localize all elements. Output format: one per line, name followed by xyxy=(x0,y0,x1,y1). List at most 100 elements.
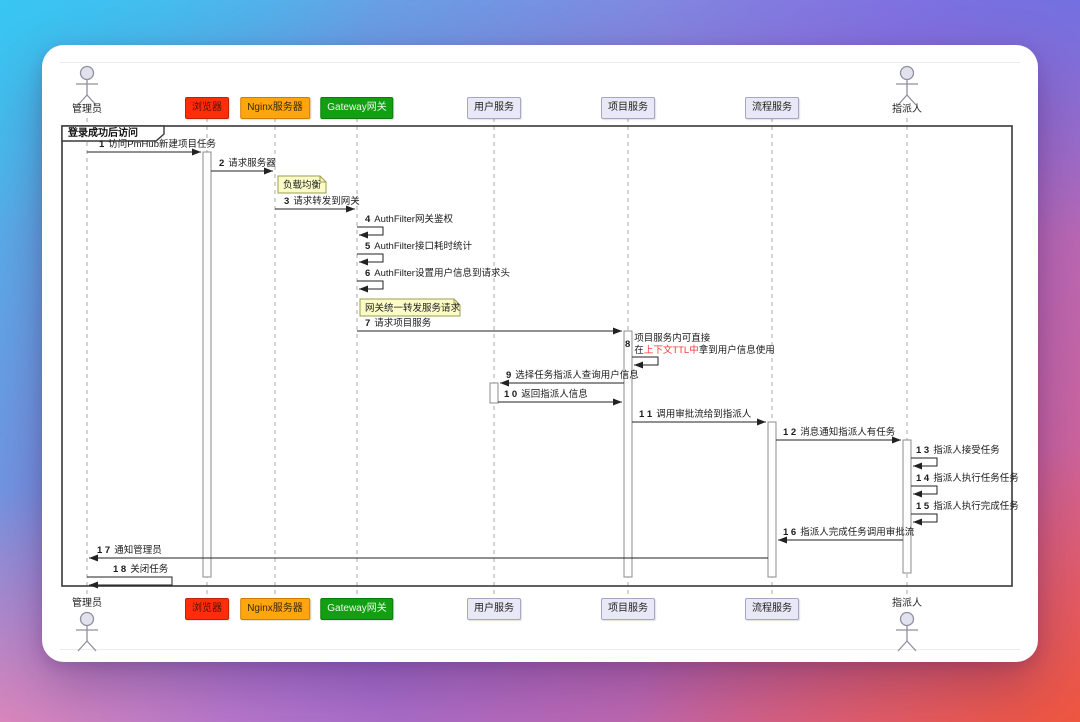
note-fold-icon xyxy=(319,176,326,183)
message-label-10: 1 0 返回指派人信息 xyxy=(504,389,588,400)
actor-admin-top-icon-leg-left xyxy=(77,94,88,106)
message-number: 1 4 xyxy=(916,473,930,484)
message-label-2: 2 请求服务器 xyxy=(219,158,276,169)
activation-project xyxy=(623,330,633,578)
message-text: 访问PmHub新建项目任务 xyxy=(108,139,216,150)
arrowhead xyxy=(913,462,922,470)
actor-admin-bottom-icon-leg-right xyxy=(86,640,97,652)
message-number: 1 1 xyxy=(639,409,653,420)
message-label-5: 5 AuthFilter接口耗时统计 xyxy=(365,241,472,252)
actor-admin-top-icon-leg-right xyxy=(86,94,97,106)
message-number: 3 xyxy=(284,196,290,207)
message-text: 指派人执行完成任务 xyxy=(933,501,1019,512)
message-number: 1 0 xyxy=(504,389,518,400)
message-number: 8 xyxy=(625,339,631,350)
message-label-1: 1 访问PmHub新建项目任务 xyxy=(99,139,216,150)
actor-assignee-bottom-icon-leg-right xyxy=(906,640,917,652)
message-text: 请求转发到网关 xyxy=(293,196,360,207)
message-text: 关闭任务 xyxy=(130,564,169,575)
participant-project-top: 项目服务 xyxy=(601,97,655,119)
activation-user xyxy=(489,382,499,404)
arrowhead xyxy=(192,148,201,156)
frame-border xyxy=(61,125,1013,587)
message-text: AuthFilter网关鉴权 xyxy=(374,214,453,225)
message-label-16: 1 6 指派人完成任务调用审批流 xyxy=(783,527,914,538)
participant-user-top: 用户服务 xyxy=(467,97,521,119)
note-text-2: 网关统一转发服务请求 xyxy=(365,302,461,314)
arrowhead xyxy=(913,490,922,498)
participant-nginx-bottom: Nginx服务器 xyxy=(240,598,310,620)
arrowhead xyxy=(613,327,622,335)
message-label-8: 8 项目服务内可直接 在上下文TTL中拿到用户信息使用 xyxy=(625,333,775,356)
participant-admin-bottom: 管理员 xyxy=(72,598,102,609)
frame-label-shape xyxy=(61,125,165,142)
participant-assignee-top: 指派人 xyxy=(892,104,922,115)
arrowhead xyxy=(634,361,643,369)
arrowhead xyxy=(89,554,98,562)
message-text: 返回指派人信息 xyxy=(521,389,588,400)
message-text: 指派人接受任务 xyxy=(933,445,1000,456)
message-label-17: 1 7 通知管理员 xyxy=(97,545,162,556)
arrowhead xyxy=(346,205,355,213)
message-self-loop xyxy=(911,457,938,467)
message-text: AuthFilter接口耗时统计 xyxy=(374,241,472,252)
actor-assignee-top-icon-head xyxy=(899,65,915,81)
actor-assignee-bottom-icon-head xyxy=(899,611,915,627)
participant-gateway-bottom: Gateway网关 xyxy=(320,598,394,620)
message-number: 2 xyxy=(219,158,225,169)
note-shape xyxy=(359,298,461,317)
message-self-loop xyxy=(87,576,173,586)
message-number: 1 2 xyxy=(783,427,797,438)
message-number: 9 xyxy=(506,370,512,381)
participant-user-bottom: 用户服务 xyxy=(467,598,521,620)
arrowhead xyxy=(500,379,509,387)
message-number: 4 xyxy=(365,214,371,225)
message-number: 1 6 xyxy=(783,527,797,538)
note-shape xyxy=(277,175,327,194)
message-self-loop xyxy=(357,253,384,263)
message-label-4: 4 AuthFilter网关鉴权 xyxy=(365,214,453,225)
actor-assignee-top-icon-leg-left xyxy=(897,94,908,106)
message-text: 指派人完成任务调用审批流 xyxy=(800,527,915,538)
participant-assignee-bottom: 指派人 xyxy=(892,598,922,609)
arrowhead xyxy=(613,398,622,406)
message-text: 指派人执行任务任务 xyxy=(933,473,1019,484)
frame-title: 登录成功后访问 xyxy=(68,128,138,139)
message-label-9: 9 选择任务指派人查询用户信息 xyxy=(506,370,639,381)
message-text: 通知管理员 xyxy=(114,545,162,556)
arrowhead xyxy=(359,285,368,293)
message-number: 1 3 xyxy=(916,445,930,456)
actor-admin-bottom-icon-leg-left xyxy=(77,640,88,652)
canvas-bottom-edge xyxy=(60,649,1020,650)
message-label-13: 1 3 指派人接受任务 xyxy=(916,445,1000,456)
message-self-loop xyxy=(357,226,384,236)
arrowhead xyxy=(359,258,368,266)
actor-admin-bottom-icon-head xyxy=(79,611,95,627)
arrowhead xyxy=(778,536,787,544)
actor-assignee-top-icon-leg-right xyxy=(906,94,917,106)
message-self-loop xyxy=(357,280,384,290)
message-number: 5 xyxy=(365,241,371,252)
message-text: 项目服务内可直接 在上下文TTL中拿到用户信息使用 xyxy=(634,333,775,356)
actor-assignee-bottom-icon-leg-left xyxy=(897,640,908,652)
message-self-loop xyxy=(911,485,938,495)
activation-flow xyxy=(767,421,777,578)
arrowhead xyxy=(913,518,922,526)
message-text: 请求服务器 xyxy=(228,158,276,169)
participant-flow-bottom: 流程服务 xyxy=(745,598,799,620)
message-number: 1 5 xyxy=(916,501,930,512)
message-text: 选择任务指派人查询用户信息 xyxy=(515,370,639,381)
arrowhead xyxy=(264,167,273,175)
activation-assignee xyxy=(902,439,912,574)
arrowhead xyxy=(892,436,901,444)
message-label-18: 1 8 关闭任务 xyxy=(113,564,168,575)
participant-nginx-top: Nginx服务器 xyxy=(240,97,310,119)
message-label-15: 1 5 指派人执行完成任务 xyxy=(916,501,1019,512)
message-label-6: 6 AuthFilter设置用户信息到请求头 xyxy=(365,268,510,279)
message-number: 7 xyxy=(365,318,371,329)
message-label-3: 3 请求转发到网关 xyxy=(284,196,360,207)
participant-browser-bottom: 浏览器 xyxy=(185,598,229,620)
participant-browser-top: 浏览器 xyxy=(185,97,229,119)
arrowhead xyxy=(757,418,766,426)
